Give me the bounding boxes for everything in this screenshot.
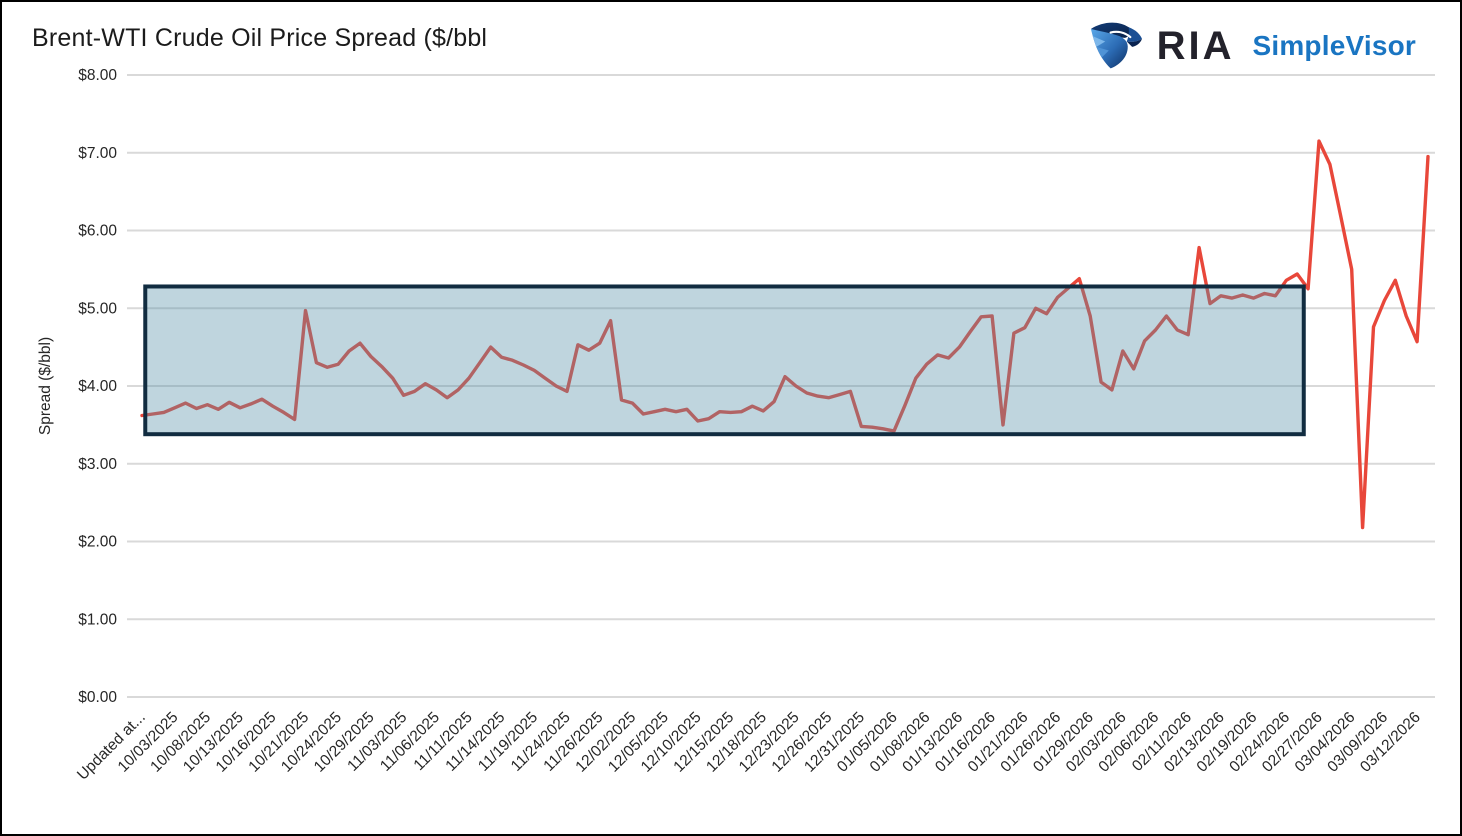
y-tick-label: $4.00 [78,378,117,395]
y-tick-label: $7.00 [78,145,117,162]
y-tick-label: $8.00 [78,67,117,84]
y-axis-title: Spread ($/bbl) [37,337,54,435]
y-tick-label: $0.00 [78,689,117,706]
y-tick-label: $5.00 [78,300,117,317]
logo-brand-text: RIA [1156,24,1235,68]
ria-simplevisor-logo: RIA SimpleVisor [1087,20,1416,72]
y-tick-label: $3.00 [78,456,117,473]
chart-title: Brent-WTI Crude Oil Price Spread ($/bbl [32,24,488,52]
spread-series-line [140,139,1430,530]
normal-range-annotation-box [143,284,1306,437]
y-tick-label: $1.00 [78,611,117,628]
eagle-shield-icon [1087,20,1145,72]
y-tick-label: $6.00 [78,223,117,240]
logo-product-text: SimpleVisor [1252,30,1416,61]
y-tick-label: $2.00 [78,534,117,551]
